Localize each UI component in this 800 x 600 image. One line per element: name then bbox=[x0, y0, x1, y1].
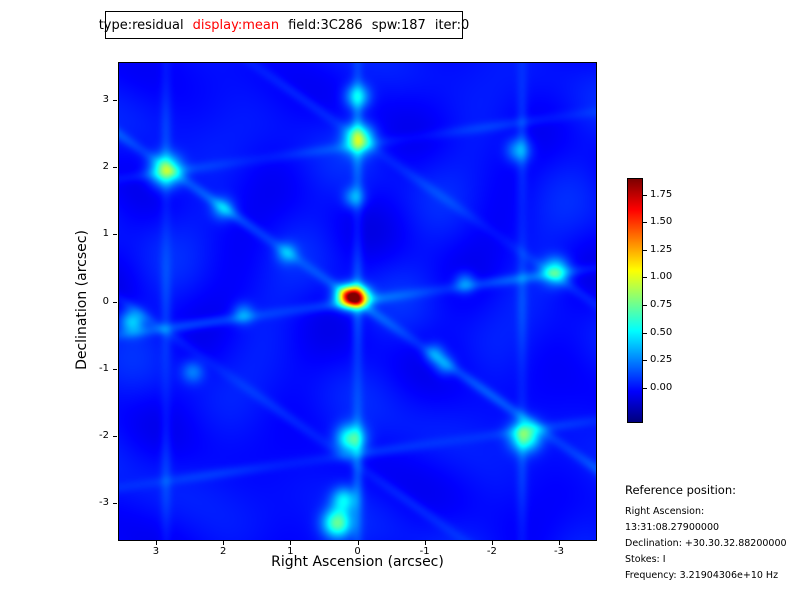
colorbar-tick-mark bbox=[643, 360, 647, 362]
heatmap-canvas bbox=[119, 63, 596, 540]
y-tick-label: 0 bbox=[102, 295, 109, 307]
x-tick-mark bbox=[559, 541, 561, 545]
reference-line-stokes: Stokes: I bbox=[625, 554, 666, 565]
colorbar-tick-label: 1.75 bbox=[650, 188, 673, 200]
x-tick-label: -1 bbox=[419, 546, 430, 557]
reference-line-ra: Right Ascension: 13:31:08.27900000 bbox=[625, 506, 720, 533]
y-tick-mark bbox=[113, 234, 117, 236]
title-segment-3: spw:187 bbox=[371, 17, 426, 33]
y-tick-mark bbox=[113, 301, 117, 303]
x-tick-mark bbox=[290, 541, 292, 545]
colorbar-tick-mark bbox=[643, 305, 647, 307]
reference-line-dec: Declination: +30.30.32.88200000 bbox=[625, 538, 787, 549]
colorbar-tick-label: 0.75 bbox=[650, 299, 673, 311]
reference-line-frequency: Frequency: 3.21904306e+10 Hz bbox=[625, 570, 779, 581]
x-tick-mark bbox=[155, 541, 157, 545]
colorbar-tick-label: 0.25 bbox=[650, 354, 673, 366]
y-tick-label: 1 bbox=[102, 228, 109, 240]
plot-area bbox=[118, 62, 597, 541]
title-segment-0: type:residual bbox=[98, 17, 184, 33]
x-tick-mark bbox=[357, 541, 359, 545]
y-tick-mark bbox=[113, 99, 117, 101]
colorbar-tick-mark bbox=[643, 222, 647, 224]
colorbar-tick-label: 0.00 bbox=[650, 381, 673, 393]
y-tick-label: -1 bbox=[99, 362, 109, 374]
colorbar-tick-label: 0.50 bbox=[650, 326, 673, 338]
x-tick-label: 1 bbox=[287, 546, 294, 557]
title-box: type:residual display:mean field:3C286 spw:… bbox=[99, 11, 469, 39]
x-tick-mark bbox=[491, 541, 493, 545]
colorbar-tick-label: 1.50 bbox=[650, 216, 673, 228]
colorbar-tick-mark bbox=[643, 194, 647, 196]
y-tick-label: 2 bbox=[102, 161, 109, 173]
colorbar-canvas bbox=[628, 179, 642, 422]
reference-position-block: Reference position: Right Ascension: 13:… bbox=[625, 483, 800, 584]
y-tick-mark bbox=[113, 503, 117, 505]
x-tick-mark bbox=[424, 541, 426, 545]
y-tick-label: -3 bbox=[99, 497, 109, 509]
colorbar-tick-label: 1.00 bbox=[650, 271, 673, 283]
y-tick-mark bbox=[113, 368, 117, 370]
y-tick-label: 3 bbox=[102, 93, 109, 105]
colorbar bbox=[627, 178, 643, 423]
x-tick-label: -3 bbox=[554, 546, 565, 557]
y-tick-label: -2 bbox=[99, 429, 109, 441]
colorbar-tick-mark bbox=[643, 332, 647, 334]
x-tick-label: 3 bbox=[152, 546, 160, 557]
x-tick-mark bbox=[223, 541, 225, 545]
colorbar-tick-mark bbox=[643, 277, 647, 279]
y-axis-label: Declination (arcsec) bbox=[74, 230, 90, 370]
title-segment-1: display:mean bbox=[192, 17, 280, 33]
colorbar-tick-mark bbox=[643, 249, 647, 251]
colorbar-tick-mark bbox=[643, 387, 647, 389]
x-tick-label: 0 bbox=[354, 546, 361, 557]
x-tick-label: -2 bbox=[486, 546, 497, 557]
reference-heading: Reference position: bbox=[625, 483, 736, 497]
colorbar-tick-label: 1.25 bbox=[650, 243, 673, 255]
title-segment-4: iter:0 bbox=[434, 17, 470, 33]
y-tick-mark bbox=[113, 435, 117, 437]
x-tick-label: 2 bbox=[219, 546, 227, 557]
y-tick-mark bbox=[113, 167, 117, 169]
x-axis-label: Right Ascension (arcsec) bbox=[271, 554, 444, 570]
title-segment-2: field:3C286 bbox=[288, 17, 363, 33]
